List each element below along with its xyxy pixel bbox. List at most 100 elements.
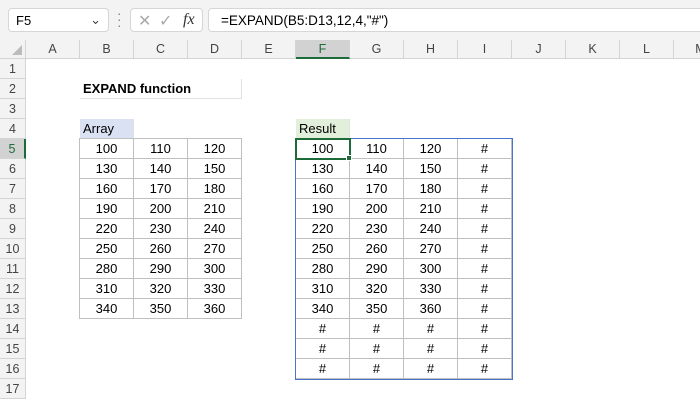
array-cell[interactable]: 180 (187, 178, 242, 199)
result-cell[interactable]: # (403, 318, 458, 339)
array-cell[interactable]: 200 (133, 198, 188, 219)
array-cell[interactable]: 260 (133, 238, 188, 259)
array-cell[interactable]: 290 (133, 258, 188, 279)
result-cell[interactable]: # (457, 338, 512, 359)
array-cell[interactable]: 340 (79, 298, 134, 319)
column-header-L[interactable]: L (620, 40, 674, 59)
array-cell[interactable]: 230 (133, 218, 188, 239)
array-cell[interactable]: 250 (79, 238, 134, 259)
column-header-C[interactable]: C (134, 40, 188, 59)
column-header-K[interactable]: K (566, 40, 620, 59)
result-cell[interactable]: # (349, 338, 404, 359)
result-cell[interactable]: # (457, 178, 512, 199)
result-cell[interactable]: 290 (349, 258, 404, 279)
array-cell[interactable]: 190 (79, 198, 134, 219)
formula-input[interactable]: =EXPAND(B5:D13,12,4,"#") (208, 8, 700, 32)
fill-handle[interactable] (346, 155, 352, 161)
result-cell[interactable]: 160 (295, 178, 350, 199)
result-cell[interactable]: # (457, 218, 512, 239)
select-all-button[interactable] (0, 40, 26, 59)
result-cell[interactable]: # (295, 338, 350, 359)
result-cell[interactable]: # (457, 138, 512, 159)
result-cell[interactable]: # (457, 158, 512, 179)
name-box[interactable]: F5 ⌄ (8, 8, 109, 32)
column-header-G[interactable]: G (350, 40, 404, 59)
result-cell[interactable]: # (295, 358, 350, 379)
row-header-16[interactable]: 16 (0, 359, 26, 379)
array-cell[interactable]: 350 (133, 298, 188, 319)
row-header-14[interactable]: 14 (0, 319, 26, 339)
result-cell[interactable]: # (403, 338, 458, 359)
chevron-down-icon[interactable]: ⌄ (90, 12, 101, 27)
row-header-7[interactable]: 7 (0, 179, 26, 199)
row-header-1[interactable]: 1 (0, 59, 26, 79)
array-cell[interactable]: 150 (187, 158, 242, 179)
result-cell[interactable]: 220 (295, 218, 350, 239)
array-cell[interactable]: 160 (79, 178, 134, 199)
array-cell[interactable]: 310 (79, 278, 134, 299)
row-header-10[interactable]: 10 (0, 239, 26, 259)
cancel-icon[interactable]: ✕ (138, 13, 152, 30)
result-cell[interactable]: 260 (349, 238, 404, 259)
result-cell[interactable]: 320 (349, 278, 404, 299)
row-header-4[interactable]: 4 (0, 119, 26, 139)
array-cell[interactable]: 270 (187, 238, 242, 259)
array-cell[interactable]: 120 (187, 138, 242, 159)
result-cell[interactable]: 300 (403, 258, 458, 279)
column-header-H[interactable]: H (404, 40, 458, 59)
result-cell[interactable]: # (457, 298, 512, 319)
result-cell[interactable]: 180 (403, 178, 458, 199)
result-cell[interactable]: 270 (403, 238, 458, 259)
result-cell[interactable]: 310 (295, 278, 350, 299)
result-cell[interactable]: # (457, 238, 512, 259)
result-cell[interactable]: # (403, 358, 458, 379)
enter-icon[interactable]: ✓ (159, 13, 173, 30)
result-cell[interactable]: 150 (403, 158, 458, 179)
column-header-B[interactable]: B (80, 40, 134, 59)
result-cell[interactable]: 110 (349, 138, 404, 159)
column-header-J[interactable]: J (512, 40, 566, 59)
result-cell[interactable]: 340 (295, 298, 350, 319)
insert-function-icon[interactable]: fx (183, 11, 195, 28)
array-cell[interactable]: 320 (133, 278, 188, 299)
result-cell[interactable]: 140 (349, 158, 404, 179)
array-cell[interactable]: 220 (79, 218, 134, 239)
result-cell[interactable]: # (457, 358, 512, 379)
array-cell[interactable]: 130 (79, 158, 134, 179)
array-cell[interactable]: 360 (187, 298, 242, 319)
column-header-D[interactable]: D (188, 40, 242, 59)
row-header-2[interactable]: 2 (0, 79, 26, 99)
result-cell[interactable]: 280 (295, 258, 350, 279)
result-cell[interactable]: 330 (403, 278, 458, 299)
column-header-F[interactable]: F (296, 40, 350, 59)
result-cell[interactable]: # (457, 258, 512, 279)
row-header-3[interactable]: 3 (0, 99, 26, 119)
result-cell[interactable]: 250 (295, 238, 350, 259)
result-cell[interactable]: # (349, 358, 404, 379)
result-cell[interactable]: 200 (349, 198, 404, 219)
array-cell[interactable]: 210 (187, 198, 242, 219)
array-cell[interactable]: 240 (187, 218, 242, 239)
result-cell[interactable]: 360 (403, 298, 458, 319)
row-header-5[interactable]: 5 (0, 139, 26, 159)
column-header-E[interactable]: E (242, 40, 296, 59)
array-cell[interactable]: 170 (133, 178, 188, 199)
result-cell[interactable]: 190 (295, 198, 350, 219)
row-header-12[interactable]: 12 (0, 279, 26, 299)
row-header-13[interactable]: 13 (0, 299, 26, 319)
result-cell[interactable]: 170 (349, 178, 404, 199)
result-cell[interactable]: 120 (403, 138, 458, 159)
array-cell[interactable]: 110 (133, 138, 188, 159)
row-header-15[interactable]: 15 (0, 339, 26, 359)
result-cell[interactable]: # (349, 318, 404, 339)
column-header-I[interactable]: I (458, 40, 512, 59)
result-cell[interactable]: 210 (403, 198, 458, 219)
row-header-6[interactable]: 6 (0, 159, 26, 179)
result-cell[interactable]: 230 (349, 218, 404, 239)
row-header-11[interactable]: 11 (0, 259, 26, 279)
array-cell[interactable]: 330 (187, 278, 242, 299)
row-header-9[interactable]: 9 (0, 219, 26, 239)
result-cell[interactable]: # (457, 198, 512, 219)
column-header-M[interactable]: M (674, 40, 700, 59)
result-cell[interactable]: # (457, 318, 512, 339)
